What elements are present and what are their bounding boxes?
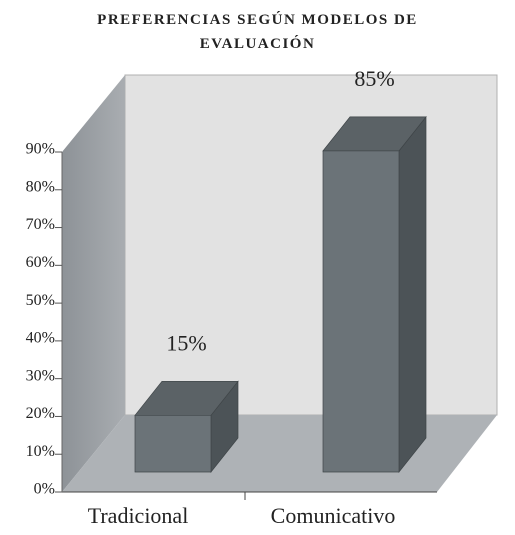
y-tick-label: 70% <box>26 216 55 233</box>
side-wall <box>62 75 125 492</box>
y-tick-label: 30% <box>26 367 55 384</box>
y-tick-label: 40% <box>26 330 55 347</box>
y-tick-label: 90% <box>26 141 55 158</box>
x-tick-label: Comunicativo <box>271 503 396 528</box>
value-label: 15% <box>166 330 206 355</box>
bar <box>134 380 239 474</box>
value-label: 85% <box>354 66 394 91</box>
bar-side <box>398 115 427 474</box>
y-tick-label: 80% <box>26 178 55 195</box>
y-tick-label: 20% <box>26 405 55 422</box>
bar-front <box>134 414 212 473</box>
y-tick-label: 50% <box>26 292 55 309</box>
back-wall <box>124 74 498 416</box>
y-tick-label: 0% <box>34 481 55 498</box>
x-tick-label: Tradicional <box>88 503 189 528</box>
y-tick-label: 60% <box>26 254 55 271</box>
floor <box>62 415 497 492</box>
y-tick-label: 10% <box>26 443 55 460</box>
bar-front <box>322 150 400 473</box>
chart-title: PREFERENCIAS SEGÚN MODELOS DE EVALUACIÓN <box>97 12 418 52</box>
bar <box>322 115 427 474</box>
